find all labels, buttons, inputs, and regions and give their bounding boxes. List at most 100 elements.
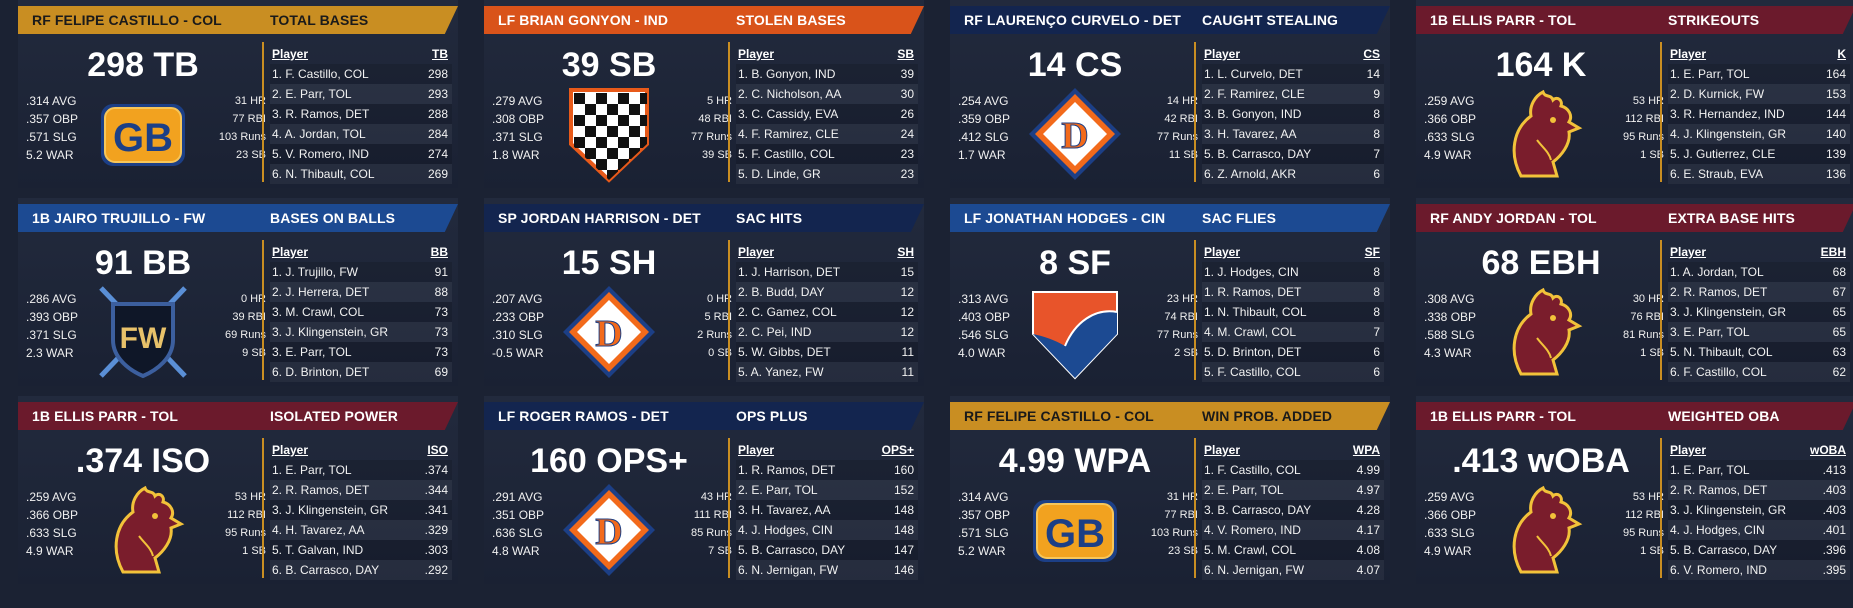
leader-card[interactable]: RF ANDY JORDAN - TOL EXTRA BASE HITS 68 … <box>1416 198 1853 386</box>
table-row[interactable]: 5. B. Carrasco, DAY 7 <box>1202 144 1384 164</box>
leader-value: 8 SF <box>1039 244 1111 282</box>
table-row[interactable]: 5. D. Brinton, DET 6 <box>1202 342 1384 362</box>
table-row[interactable]: 3. H. Tavarez, AA 148 <box>736 500 918 520</box>
table-row[interactable]: 3. E. Parr, TOL 73 <box>270 342 452 362</box>
table-row[interactable]: 2. C. Nicholson, AA 30 <box>736 84 918 104</box>
table-row[interactable]: 3. J. Klingenstein, GR .341 <box>270 500 452 520</box>
table-row[interactable]: 5. B. Carrasco, DAY .396 <box>1668 540 1850 560</box>
table-row[interactable]: 1. B. Gonyon, IND 39 <box>736 64 918 84</box>
table-row[interactable]: 1. R. Ramos, DET 160 <box>736 460 918 480</box>
stat-runs: 103 Runs <box>218 131 266 143</box>
leader-card[interactable]: 1B ELLIS PARR - TOL STRIKEOUTS 164 K .25… <box>1416 0 1853 188</box>
table-row[interactable]: 6. B. Carrasco, DAY .292 <box>270 560 452 580</box>
table-row[interactable]: 5. F. Castillo, COL 6 <box>1202 362 1384 382</box>
table-row[interactable]: 1. J. Hodges, CIN 8 <box>1202 262 1384 282</box>
row-player: 4. J. Hodges, CIN <box>1670 523 1765 537</box>
table-row[interactable]: 6. N. Jernigan, FW 146 <box>736 560 918 580</box>
table-row[interactable]: 5. T. Galvan, IND .303 <box>270 540 452 560</box>
table-row[interactable]: 4. J. Hodges, CIN .401 <box>1668 520 1850 540</box>
leader-card[interactable]: RF LAURENÇO CURVELO - DET CAUGHT STEALIN… <box>950 0 1390 188</box>
table-row[interactable]: 6. N. Jernigan, FW 4.07 <box>1202 560 1384 580</box>
table-row[interactable]: 5. M. Crawl, COL 4.08 <box>1202 540 1384 560</box>
table-row[interactable]: 3. B. Carrasco, DAY 4.28 <box>1202 500 1384 520</box>
row-player: 1. E. Parr, TOL <box>1670 67 1750 81</box>
leader-card[interactable]: LF JONATHAN HODGES - CIN SAC FLIES 8 SF … <box>950 198 1390 386</box>
table-row[interactable]: 1. J. Harrison, DET 15 <box>736 262 918 282</box>
table-row[interactable]: 5. A. Yanez, FW 11 <box>736 362 918 382</box>
table-row[interactable]: 1. E. Parr, TOL .413 <box>1668 460 1850 480</box>
table-row[interactable]: 4. M. Crawl, COL 7 <box>1202 322 1384 342</box>
leader-name: LF JONATHAN HODGES - CIN <box>964 210 1166 226</box>
table-row[interactable]: 1. F. Castillo, COL 298 <box>270 64 452 84</box>
table-row[interactable]: 3. J. Klingenstein, GR 73 <box>270 322 452 342</box>
row-player: 2. C. Pei, IND <box>738 325 812 339</box>
row-value: .403 <box>1822 483 1846 497</box>
table-row[interactable]: 5. N. Thibault, COL 63 <box>1668 342 1850 362</box>
table-row[interactable]: 1. N. Thibault, COL 8 <box>1202 302 1384 322</box>
table-row[interactable]: 2. E. Parr, TOL 293 <box>270 84 452 104</box>
table-row[interactable]: 1. J. Trujillo, FW 91 <box>270 262 452 282</box>
table-row[interactable]: 3. R. Hernandez, IND 144 <box>1668 104 1850 124</box>
table-row[interactable]: 6. N. Thibault, COL 269 <box>270 164 452 184</box>
leader-card[interactable]: LF BRIAN GONYON - IND STOLEN BASES 39 SB… <box>484 0 924 188</box>
table-row[interactable]: 2. C. Gamez, COL 12 <box>736 302 918 322</box>
table-row[interactable]: 2. E. Parr, TOL 4.97 <box>1202 480 1384 500</box>
table-row[interactable]: 1. A. Jordan, TOL 68 <box>1668 262 1850 282</box>
table-row[interactable]: 6. E. Straub, EVA 136 <box>1668 164 1850 184</box>
table-row[interactable]: 1. F. Castillo, COL 4.99 <box>1202 460 1384 480</box>
table-row[interactable]: 5. W. Gibbs, DET 11 <box>736 342 918 362</box>
leader-card[interactable]: 1B ELLIS PARR - TOL ISOLATED POWER .374 … <box>18 396 458 584</box>
table-row[interactable]: 2. B. Budd, DAY 12 <box>736 282 918 302</box>
table-row[interactable]: 2. J. Herrera, DET 88 <box>270 282 452 302</box>
table-row[interactable]: 6. V. Romero, IND .395 <box>1668 560 1850 580</box>
stat-runs: 85 Runs <box>691 527 732 539</box>
table-row[interactable]: 3. J. Klingenstein, GR 65 <box>1668 302 1850 322</box>
table-row[interactable]: 4. F. Ramirez, CLE 24 <box>736 124 918 144</box>
table-row[interactable]: 4. A. Jordan, TOL 284 <box>270 124 452 144</box>
card-header: LF BRIAN GONYON - IND STOLEN BASES <box>484 6 924 34</box>
table-row[interactable]: 2. F. Ramirez, CLE 9 <box>1202 84 1384 104</box>
table-row[interactable]: 4. H. Tavarez, AA .329 <box>270 520 452 540</box>
leader-card[interactable]: 1B JAIRO TRUJILLO - FW BASES ON BALLS 91… <box>18 198 458 386</box>
table-row[interactable]: 5. F. Castillo, COL 23 <box>736 144 918 164</box>
table-row[interactable]: 3. E. Parr, TOL 65 <box>1668 322 1850 342</box>
table-row[interactable]: 5. D. Linde, GR 23 <box>736 164 918 184</box>
table-row[interactable]: 3. C. Cassidy, EVA 26 <box>736 104 918 124</box>
row-value: 146 <box>893 563 914 577</box>
table-row[interactable]: 2. R. Ramos, DET .344 <box>270 480 452 500</box>
table-row[interactable]: 3. R. Ramos, DET 288 <box>270 104 452 124</box>
stat-slg: .371 SLG <box>26 328 77 342</box>
table-row[interactable]: 4. V. Romero, IND 4.17 <box>1202 520 1384 540</box>
table-row[interactable]: 2. C. Pei, IND 12 <box>736 322 918 342</box>
leader-card[interactable]: LF ROGER RAMOS - DET OPS PLUS 160 OPS+ .… <box>484 396 924 584</box>
table-row[interactable]: 6. F. Castillo, COL 62 <box>1668 362 1850 382</box>
table-row[interactable]: 1. L. Curvelo, DET 14 <box>1202 64 1384 84</box>
table-row[interactable]: 5. J. Gutierrez, CLE 139 <box>1668 144 1850 164</box>
table-row[interactable]: 5. B. Carrasco, DAY 147 <box>736 540 918 560</box>
row-value: 73 <box>434 345 448 359</box>
table-row[interactable]: 2. D. Kurnick, FW 153 <box>1668 84 1850 104</box>
category-title: STRIKEOUTS <box>1668 12 1760 28</box>
table-row[interactable]: 1. R. Ramos, DET 8 <box>1202 282 1384 302</box>
table-row[interactable]: 6. Z. Arnold, AKR 6 <box>1202 164 1384 184</box>
table-row[interactable]: 2. R. Ramos, DET 67 <box>1668 282 1850 302</box>
table-row[interactable]: 3. H. Tavarez, AA 8 <box>1202 124 1384 144</box>
leader-card[interactable]: SP JORDAN HARRISON - DET SAC HITS 15 SH … <box>484 198 924 386</box>
table-row[interactable]: 3. J. Klingenstein, GR .403 <box>1668 500 1850 520</box>
table-row[interactable]: 1. E. Parr, TOL .374 <box>270 460 452 480</box>
table-row[interactable]: 4. J. Hodges, CIN 148 <box>736 520 918 540</box>
leader-card[interactable]: RF FELIPE CASTILLO - COL WIN PROB. ADDED… <box>950 396 1390 584</box>
table-row[interactable]: 3. B. Gonyon, IND 8 <box>1202 104 1384 124</box>
leader-card[interactable]: 1B ELLIS PARR - TOL WEIGHTED OBA .413 wO… <box>1416 396 1853 584</box>
table-row[interactable]: 1. E. Parr, TOL 164 <box>1668 64 1850 84</box>
leader-card[interactable]: RF FELIPE CASTILLO - COL TOTAL BASES 298… <box>18 0 458 188</box>
row-value: 4.17 <box>1356 523 1380 537</box>
table-row[interactable]: 4. J. Klingenstein, GR 140 <box>1668 124 1850 144</box>
row-player: 2. R. Ramos, DET <box>1670 285 1768 299</box>
table-row[interactable]: 2. R. Ramos, DET .403 <box>1668 480 1850 500</box>
table-row[interactable]: 6. D. Brinton, DET 69 <box>270 362 452 382</box>
stat-runs: 77 Runs <box>691 131 732 143</box>
table-row[interactable]: 2. E. Parr, TOL 152 <box>736 480 918 500</box>
table-row[interactable]: 3. M. Crawl, COL 73 <box>270 302 452 322</box>
table-row[interactable]: 5. V. Romero, IND 274 <box>270 144 452 164</box>
